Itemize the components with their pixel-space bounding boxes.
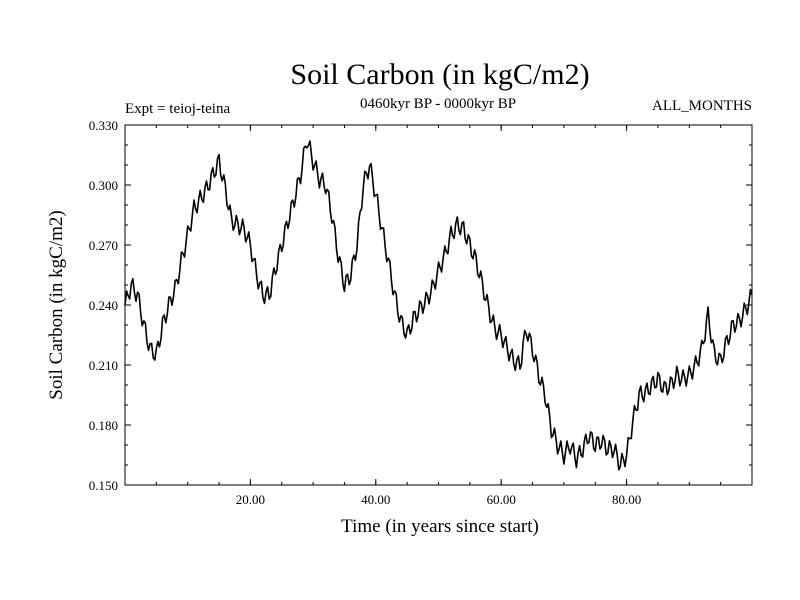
x-axis-label: Time (in years since start)	[341, 516, 539, 537]
y-tick-label: 0.180	[89, 418, 118, 433]
y-tick-label: 0.330	[89, 118, 118, 133]
x-tick-label: 40.00	[361, 492, 390, 507]
x-axis-ticks: 20.00 40.00 60.00 80.00	[155, 125, 722, 507]
plot-frame	[124, 124, 753, 486]
months-label: ALL_MONTHS	[652, 98, 752, 114]
chart-subtitle: 0460kyr BP - 0000kyr BP	[360, 96, 516, 112]
y-tick-label: 0.210	[89, 358, 118, 373]
series-line-soil-carbon	[124, 140, 753, 471]
x-tick-label: 20.00	[236, 492, 265, 507]
y-tick-label: 0.300	[89, 178, 118, 193]
chart-title: Soil Carbon (in kgC/m2)	[290, 58, 589, 91]
y-axis-label: Soil Carbon (in kgC/m2)	[46, 210, 67, 399]
y-axis-ticks: 0.150 0.180 0.210 0.240 0.270 0.300 0.330	[89, 118, 752, 493]
x-tick-label: 60.00	[487, 492, 516, 507]
y-tick-label: 0.150	[89, 478, 118, 493]
x-tick-label: 80.00	[612, 492, 641, 507]
y-tick-label: 0.270	[89, 238, 118, 253]
y-tick-label: 0.240	[89, 298, 118, 313]
experiment-label: Expt = teioj-teina	[125, 101, 230, 117]
